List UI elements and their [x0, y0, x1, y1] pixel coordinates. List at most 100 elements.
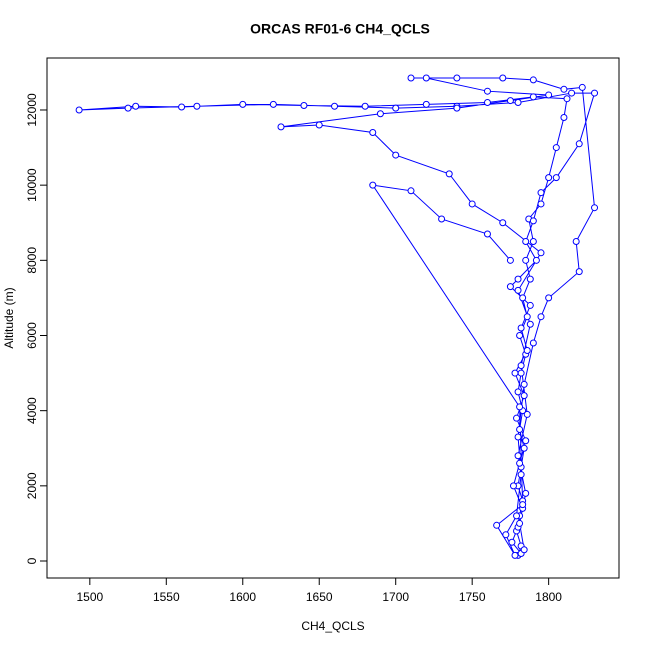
point	[509, 482, 517, 490]
point	[239, 100, 247, 108]
point	[445, 170, 453, 178]
point	[483, 98, 491, 106]
point	[568, 89, 576, 97]
point	[520, 546, 528, 554]
x-tick-label: 1700	[382, 590, 409, 604]
point	[578, 83, 586, 91]
point	[522, 437, 530, 445]
point	[269, 100, 277, 108]
point	[277, 123, 285, 131]
point	[520, 380, 528, 388]
point	[376, 110, 384, 118]
point	[526, 301, 534, 309]
chart-title: ORCAS RF01-6 CH4_QCLS	[250, 21, 430, 37]
point	[526, 275, 534, 283]
point	[519, 294, 527, 302]
point	[508, 538, 516, 546]
x-tick-label: 1800	[535, 590, 562, 604]
y-tick-label: 4000	[25, 397, 39, 424]
point	[506, 256, 514, 264]
point	[514, 98, 522, 106]
point	[407, 187, 415, 195]
point	[560, 85, 568, 93]
point	[514, 452, 522, 460]
point	[453, 74, 461, 82]
point	[516, 425, 524, 433]
point	[422, 74, 430, 82]
point	[369, 129, 377, 137]
point	[514, 433, 522, 441]
point	[522, 489, 530, 497]
x-tick-label: 1500	[76, 590, 103, 604]
point	[552, 174, 560, 182]
point	[517, 369, 525, 377]
point	[506, 97, 514, 105]
point	[529, 238, 537, 246]
point	[520, 392, 528, 400]
point	[483, 87, 491, 95]
point	[523, 313, 531, 321]
point	[514, 388, 522, 396]
point	[516, 519, 524, 527]
point	[438, 215, 446, 223]
point	[392, 104, 400, 112]
point	[529, 339, 537, 347]
point	[522, 238, 530, 246]
point	[591, 89, 599, 97]
point	[178, 103, 186, 111]
x-tick-label: 1750	[459, 590, 486, 604]
x-axis-label: CH4_QCLS	[301, 619, 364, 633]
y-tick-label: 2000	[25, 472, 39, 499]
point	[132, 102, 140, 110]
y-tick-label: 8000	[25, 247, 39, 274]
point	[499, 219, 507, 227]
point	[124, 104, 132, 112]
point	[514, 275, 522, 283]
point	[369, 181, 377, 189]
point	[516, 459, 524, 467]
point	[193, 102, 201, 110]
point	[529, 93, 537, 101]
y-tick-label: 10000	[25, 168, 39, 202]
point	[560, 113, 568, 121]
point	[517, 471, 525, 479]
point	[523, 410, 531, 418]
point	[575, 268, 583, 276]
plot-box	[46, 57, 620, 579]
point	[517, 362, 525, 370]
y-tick-label: 12000	[25, 93, 39, 127]
y-tick-label: 6000	[25, 322, 39, 349]
point	[514, 286, 522, 294]
point	[537, 200, 545, 208]
point	[552, 144, 560, 152]
point	[331, 102, 339, 110]
point	[483, 230, 491, 238]
point	[453, 104, 461, 112]
point	[407, 74, 415, 82]
point	[499, 74, 507, 82]
point	[506, 283, 514, 291]
x-tick-label: 1550	[153, 590, 180, 604]
point	[529, 217, 537, 225]
point	[422, 100, 430, 108]
point	[563, 95, 571, 103]
point	[300, 101, 308, 109]
point	[526, 320, 534, 328]
point	[517, 324, 525, 332]
x-tick-label: 1650	[306, 590, 333, 604]
point	[519, 501, 527, 509]
point	[392, 151, 400, 159]
y-tick-label: 0	[25, 557, 39, 564]
point	[575, 140, 583, 148]
point	[516, 331, 524, 339]
point	[591, 204, 599, 212]
point	[522, 256, 530, 264]
point	[520, 444, 528, 452]
point	[545, 294, 553, 302]
point	[545, 174, 553, 182]
point	[75, 106, 83, 114]
point	[315, 121, 323, 129]
point	[537, 189, 545, 197]
point	[516, 403, 524, 411]
